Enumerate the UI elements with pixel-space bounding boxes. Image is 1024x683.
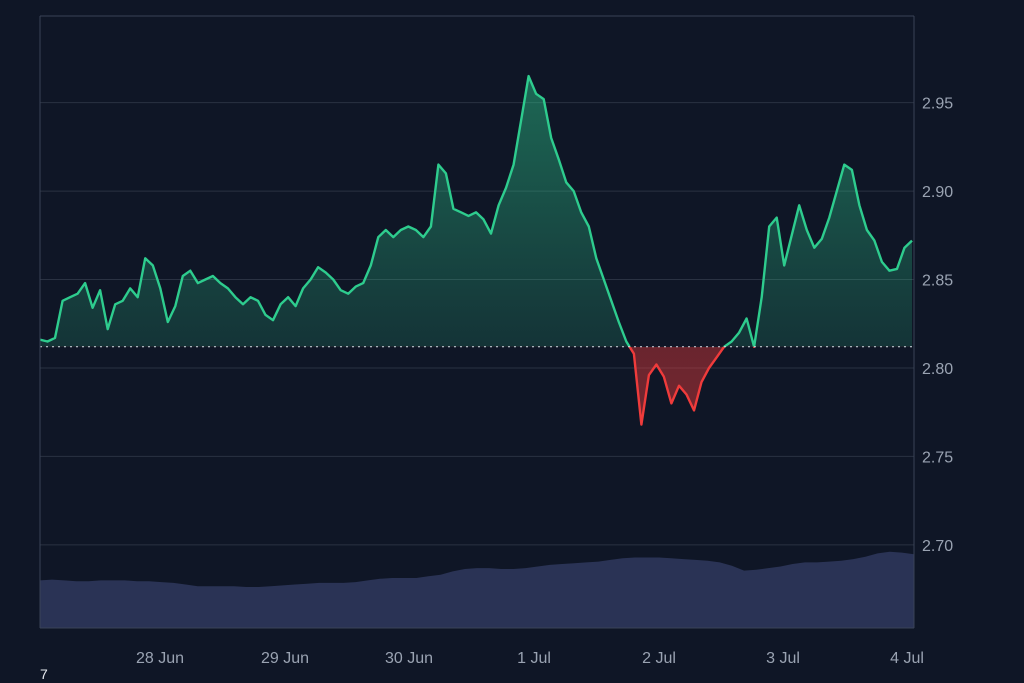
price-fill-below xyxy=(40,346,912,425)
x-tick-label: 1 Jul xyxy=(517,650,551,667)
x-tick-label: 3 Jul xyxy=(766,650,800,667)
volume-area xyxy=(40,551,914,628)
price-line-above xyxy=(40,74,913,347)
x-tick-label: 30 Jun xyxy=(385,650,433,667)
y-axis-ticks: 2.95 2.90 2.85 2.80 2.75 2.70 xyxy=(922,96,953,555)
x-tick-label: 2 Jul xyxy=(642,650,676,667)
price-fill-above xyxy=(40,76,912,347)
y-tick-label: 2.95 xyxy=(922,96,953,113)
x-tick-label: 4 Jul xyxy=(890,650,924,667)
x-tick-label: 29 Jun xyxy=(261,650,309,667)
y-tick-label: 2.80 xyxy=(922,361,953,378)
price-area xyxy=(40,74,914,426)
y-tick-label: 2.90 xyxy=(922,184,953,201)
y-tick-label: 2.85 xyxy=(922,273,953,290)
x-tick-label: 28 Jun xyxy=(136,650,184,667)
y-tick-label: 2.75 xyxy=(922,449,953,466)
chart-axes xyxy=(39,15,915,629)
x-axis-ticks: 28 Jun 29 Jun 30 Jun 1 Jul 2 Jul 3 Jul 4 Jul xyxy=(136,650,924,667)
y-tick-label: 2.70 xyxy=(922,538,953,555)
corner-note: 7 xyxy=(40,666,48,682)
volume-fill xyxy=(40,551,914,628)
